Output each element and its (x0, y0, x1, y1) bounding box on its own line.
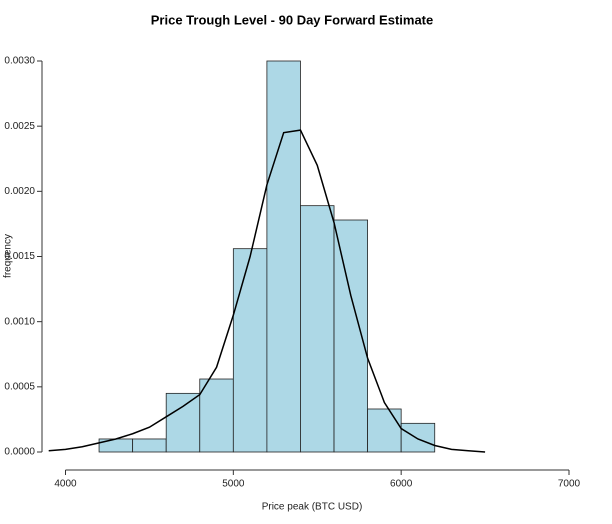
bar (367, 408, 402, 453)
bar (132, 438, 167, 453)
bar (266, 60, 301, 453)
x-tick-label: 7000 (558, 479, 581, 490)
bar (98, 438, 134, 453)
y-tick-label: 0.0005 (4, 381, 35, 392)
y-tick-label: 0.0015 (4, 251, 35, 262)
x-tick-label: 4000 (54, 479, 77, 490)
bar (300, 205, 335, 453)
bar (165, 392, 201, 453)
y-axis-label: frequency (3, 234, 14, 278)
bar (333, 219, 368, 453)
density-curve (48, 129, 486, 453)
y-tick-label: 0.0000 (4, 447, 35, 458)
y-tick-label: 0.0010 (4, 316, 35, 327)
bar (199, 378, 234, 453)
chart-title: Price Trough Level - 90 Day Forward Esti… (151, 12, 433, 27)
x-tick-label: 6000 (390, 479, 413, 490)
y-tick-label: 0.0030 (4, 56, 35, 67)
bar (400, 422, 436, 453)
bar (232, 248, 268, 453)
x-tick-label: 5000 (222, 479, 245, 490)
y-tick-label: 0.0025 (4, 121, 35, 132)
x-axis-label: Price peak (BTC USD) (262, 502, 363, 513)
y-tick-label: 0.0020 (4, 186, 35, 197)
